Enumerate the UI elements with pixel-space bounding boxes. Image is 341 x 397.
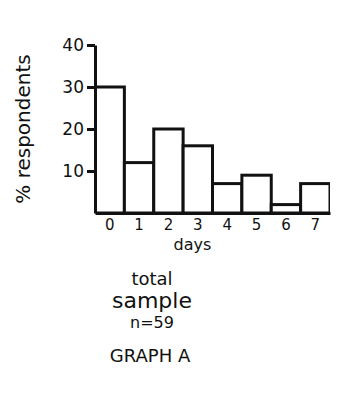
y-tick-label: 10 [62, 161, 84, 181]
y-tick: 40 [62, 35, 95, 55]
x-tick: 4 [222, 213, 232, 234]
y-tick-mark [87, 170, 95, 173]
x-tick: 7 [311, 213, 321, 234]
y-axis: 10 20 30 40 [62, 35, 95, 214]
bars [95, 87, 330, 213]
x-tick-label: 4 [222, 216, 232, 234]
y-tick: 10 [62, 161, 95, 181]
x-tick: 1 [134, 213, 144, 234]
x-axis-title: days [174, 235, 212, 254]
bar [301, 184, 330, 213]
chart: 10 20 30 40 0 1 2 3 4 5 6 7 days % respondents totalsa… [0, 0, 341, 397]
bar [271, 205, 300, 213]
annotation: total [131, 268, 172, 289]
bar [213, 184, 242, 213]
x-tick-label: 1 [134, 216, 144, 234]
bar [154, 129, 183, 213]
y-tick: 30 [62, 77, 95, 97]
x-tick-label: 0 [105, 216, 115, 234]
y-tick-label: 20 [62, 119, 84, 139]
y-axis-title: % respondents [11, 54, 35, 203]
x-axis: 0 1 2 3 4 5 6 7 [96, 213, 331, 234]
x-tick-label: 6 [281, 216, 291, 234]
y-tick-label: 30 [62, 77, 84, 97]
y-tick: 20 [62, 119, 95, 139]
annotation: n=59 [130, 313, 174, 332]
bar [95, 87, 124, 213]
x-tick-label: 2 [164, 216, 174, 234]
y-tick-mark [87, 44, 95, 47]
x-tick: 0 [105, 213, 115, 234]
x-axis-line [96, 212, 331, 215]
x-tick: 6 [281, 213, 291, 234]
x-tick: 5 [252, 213, 262, 234]
bar [183, 146, 212, 213]
x-tick-label: 3 [193, 216, 203, 234]
title: GRAPH A [110, 345, 191, 366]
x-tick-label: 5 [252, 216, 262, 234]
x-tick-label: 7 [311, 216, 321, 234]
x-tick: 3 [193, 213, 203, 234]
y-tick-mark [87, 86, 95, 89]
bar [124, 163, 153, 213]
y-tick-mark [87, 128, 95, 131]
bar [242, 175, 271, 213]
x-tick: 2 [164, 213, 174, 234]
annotation: sample [112, 288, 192, 313]
y-tick-label: 40 [62, 35, 84, 55]
